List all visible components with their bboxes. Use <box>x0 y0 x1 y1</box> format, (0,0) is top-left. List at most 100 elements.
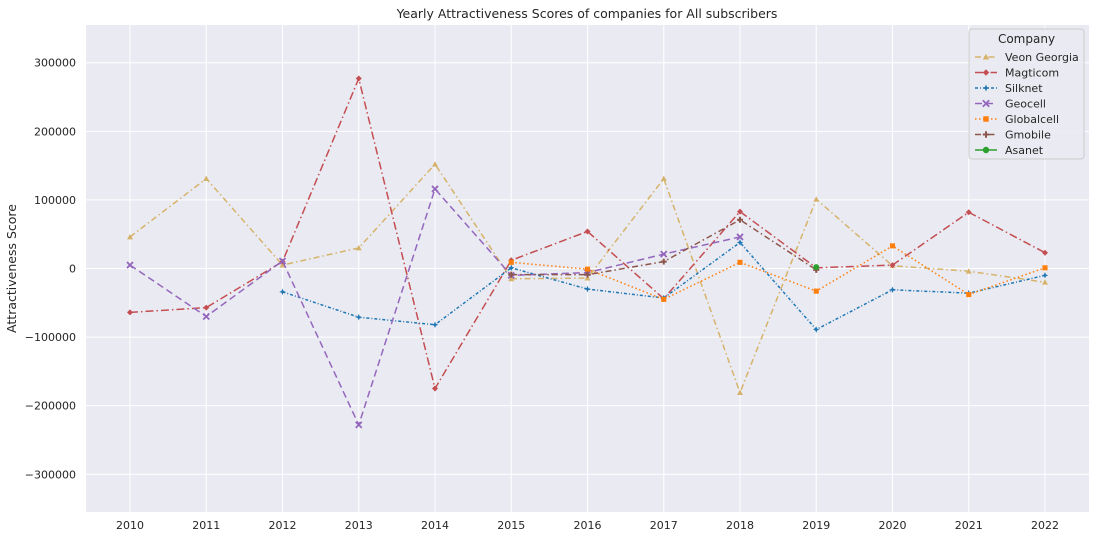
y-axis-ticks: −300000 −200000 −100000 0 100000 200000 300000 <box>25 57 76 482</box>
x-tick-label: 2010 <box>116 519 144 532</box>
point-marker <box>965 209 972 216</box>
legend-title: Company <box>998 32 1055 46</box>
legend-item: Geocell <box>975 98 1046 111</box>
series-globalcell <box>508 243 1048 302</box>
x-tick-label: 2019 <box>802 519 830 532</box>
y-tick-label: −300000 <box>25 468 76 481</box>
x-tick-label: 2014 <box>421 519 449 532</box>
x-tick-label: 2013 <box>345 519 373 532</box>
y-tick-label: 200000 <box>34 125 76 138</box>
point-marker <box>813 264 820 271</box>
point-marker <box>431 321 439 329</box>
y-axis-label: Attractiveness Score <box>4 204 19 333</box>
legend-item: Globalcell <box>975 113 1059 126</box>
point-marker <box>584 228 591 235</box>
series-line <box>129 188 741 426</box>
x-tick-label: 2011 <box>192 519 220 532</box>
point-marker <box>1041 272 1049 279</box>
x-tick-label: 2012 <box>269 519 297 532</box>
point-marker <box>126 261 134 269</box>
point-marker <box>508 271 515 278</box>
point-marker <box>127 233 133 240</box>
series-lines <box>126 75 1049 429</box>
point-marker <box>737 259 743 265</box>
x-tick-label: 2021 <box>955 519 983 532</box>
point-marker <box>737 208 743 215</box>
x-tick-label: 2016 <box>574 519 602 532</box>
point-marker <box>1042 249 1048 256</box>
point-marker <box>584 271 591 278</box>
point-marker <box>889 262 896 269</box>
legend-item: Silknet <box>975 82 1043 95</box>
point-marker <box>982 131 990 138</box>
point-marker <box>660 250 668 258</box>
point-marker <box>508 259 514 265</box>
point-marker <box>982 84 990 92</box>
point-marker <box>278 257 287 265</box>
point-marker <box>355 244 362 251</box>
point-marker <box>508 275 515 282</box>
legend-item: Gmobile <box>975 129 1051 142</box>
point-marker <box>982 69 990 76</box>
legend-item: Veon Georgia <box>975 51 1079 64</box>
point-marker <box>279 288 286 296</box>
point-marker <box>432 385 438 392</box>
point-marker <box>432 161 438 167</box>
point-marker <box>889 243 896 249</box>
point-marker <box>584 266 591 272</box>
x-tick-label: 2018 <box>726 519 754 532</box>
y-tick-label: 300000 <box>34 57 76 70</box>
legend-box <box>968 28 1085 160</box>
point-marker <box>889 286 896 294</box>
series-asanet <box>813 264 820 271</box>
point-marker <box>431 185 439 193</box>
point-marker <box>982 53 990 60</box>
point-marker <box>965 268 972 274</box>
point-marker <box>355 313 363 321</box>
y-tick-label: −100000 <box>25 331 76 344</box>
series-line <box>511 245 1046 301</box>
legend-label: Silknet <box>1005 82 1043 95</box>
point-marker <box>1042 265 1048 271</box>
legend-items: Veon Georgia Magticom Silknet Geocell Global… <box>975 51 1079 157</box>
point-marker <box>355 75 362 82</box>
y-tick-label: 0 <box>69 263 76 276</box>
legend-label: Geocell <box>1005 98 1046 111</box>
point-marker <box>966 292 972 298</box>
legend-label: Gmobile <box>1005 129 1051 142</box>
y-tick-label: 100000 <box>34 194 76 207</box>
point-marker <box>983 116 989 122</box>
point-marker <box>355 421 363 429</box>
point-marker <box>203 304 210 311</box>
legend-label: Veon Georgia <box>1005 51 1079 64</box>
point-marker <box>661 296 667 302</box>
point-marker <box>202 312 210 321</box>
legend-label: Magticom <box>1005 67 1059 80</box>
point-marker <box>584 285 591 293</box>
legend-label: Globalcell <box>1005 113 1059 126</box>
x-tick-label: 2015 <box>497 519 525 532</box>
point-marker <box>737 389 743 396</box>
chart-title: Yearly Attractiveness Scores of companie… <box>396 6 778 21</box>
point-marker <box>584 275 591 281</box>
point-marker <box>127 309 133 316</box>
point-marker <box>982 146 990 154</box>
point-marker <box>982 99 990 108</box>
point-marker <box>813 196 820 202</box>
legend: Company Veon Georgia Magticom Silknet Geoce… <box>968 28 1085 160</box>
point-marker <box>737 216 743 223</box>
x-tick-label: 2017 <box>650 519 678 532</box>
legend-label: Asanet <box>1005 144 1044 157</box>
x-axis-ticks: 2010 2011 2012 2013 2014 2015 2016 2017 2018 2019… <box>116 519 1059 532</box>
point-marker <box>279 262 286 268</box>
point-marker <box>507 264 515 272</box>
point-marker <box>203 175 210 182</box>
point-marker <box>812 326 820 333</box>
point-marker <box>736 233 744 241</box>
x-tick-label: 2022 <box>1031 519 1059 532</box>
legend-item: Asanet <box>975 144 1044 157</box>
point-marker <box>736 239 744 246</box>
y-tick-label: −200000 <box>25 400 76 413</box>
point-marker <box>660 175 667 182</box>
